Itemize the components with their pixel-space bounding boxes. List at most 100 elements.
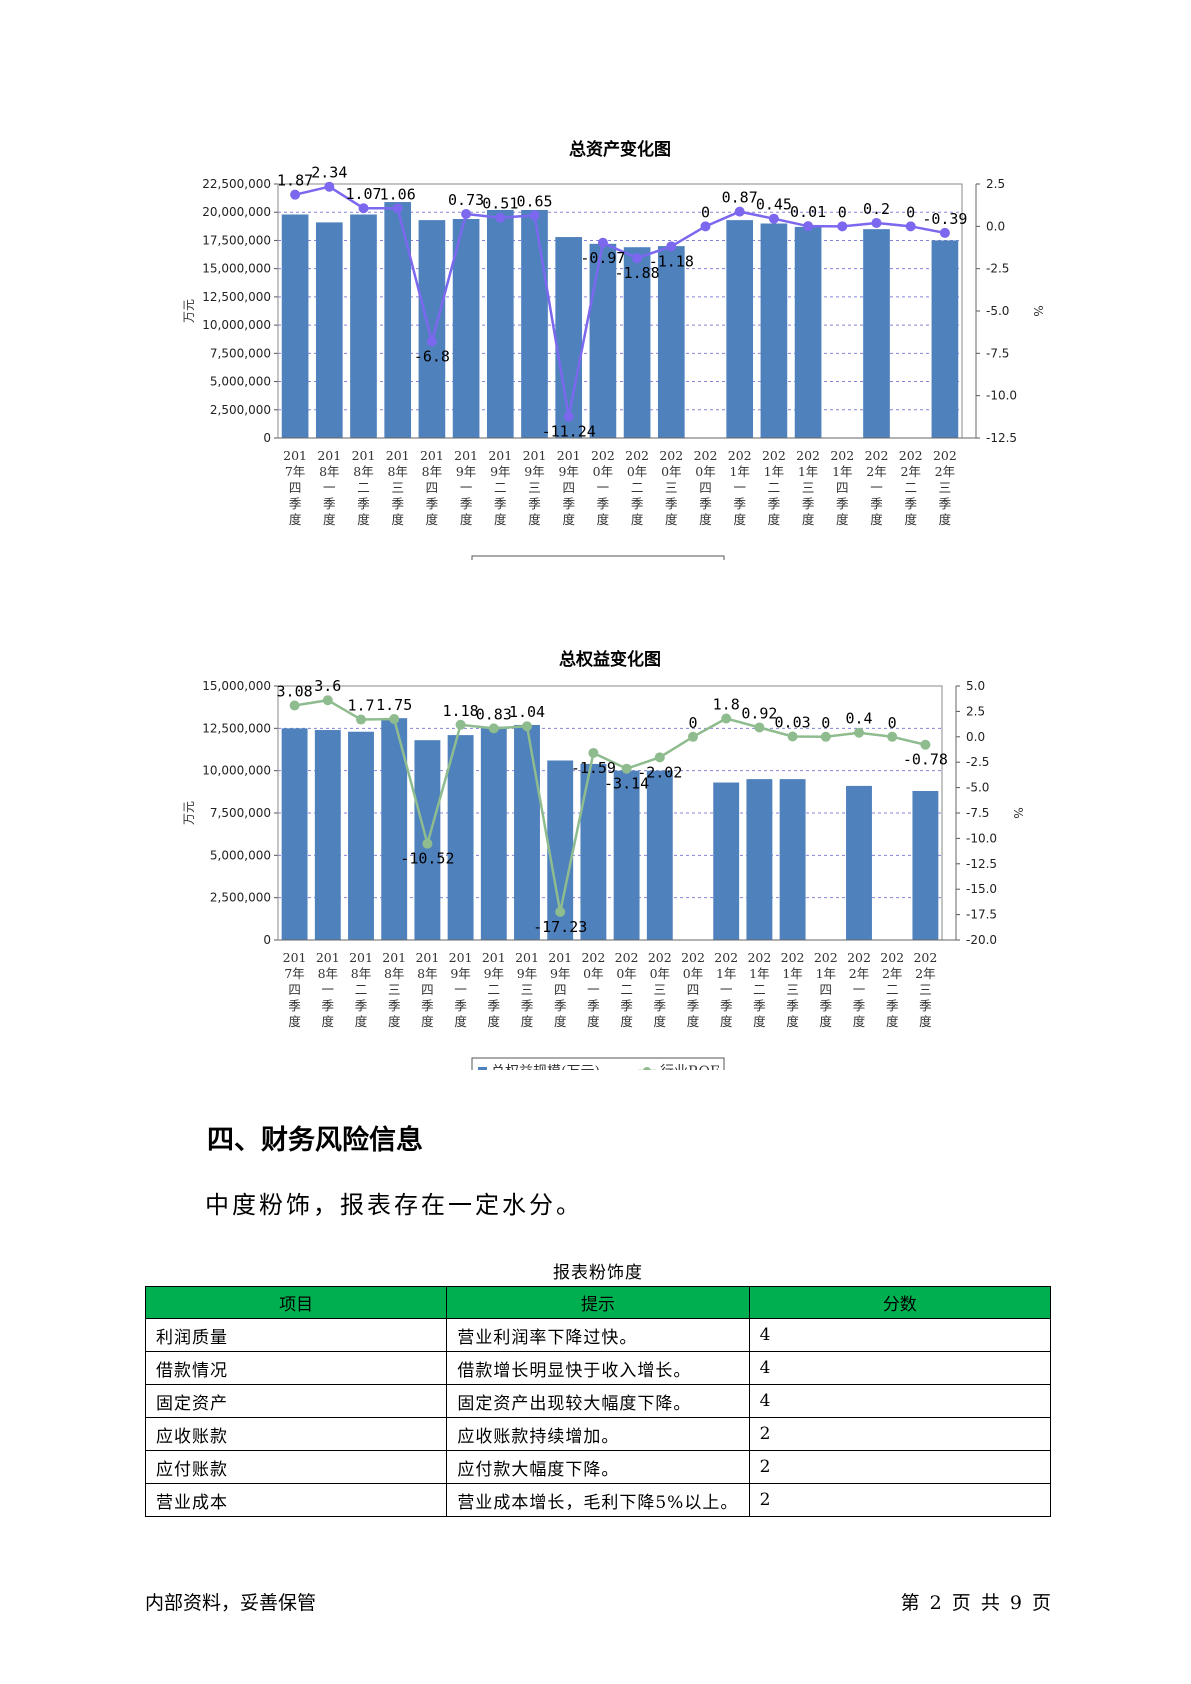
table-caption: 报表粉饰度 [553,1263,643,1283]
legend-bar-swatch [478,1067,487,1070]
row-item: 利润质量 [144,1318,448,1352]
line-point [289,700,300,711]
row-item: 应收账款 [144,1417,448,1451]
bar [746,779,773,940]
bar [314,730,341,940]
footer-page-number: 第 2 页 共 9 页 [900,1592,1051,1614]
legend-box [471,1057,725,1070]
x-tick-label: 201 8年四季度 [420,448,444,527]
y-tick-label: 5,000,000 [210,375,271,389]
series-line [294,185,946,417]
data-label: -3.14 [604,775,649,793]
bar [480,726,507,940]
bar [418,220,446,438]
x-tick-label: 201 7年四季度 [283,448,307,527]
bar [384,202,412,438]
line-point [887,731,898,742]
y2-tick-label: -12.5 [986,431,1017,445]
data-label: 0.87 [722,189,758,207]
x-tick-label: 201 9年二季度 [482,950,506,1029]
y-tick-label: 10,000,000 [202,318,271,332]
line-point [495,212,506,223]
bar [726,220,754,438]
x-tick-label: 201 9年三季度 [515,950,539,1029]
bar [315,222,343,438]
section-summary: 中度粉饰，报表存在一定水分。 [205,1191,583,1219]
data-label: -11.24 [542,423,596,441]
y-tick-label: 0 [263,933,271,947]
row-score: 2 [748,1483,1052,1517]
line-point [688,731,698,742]
data-label: 0.03 [775,713,811,731]
y-tick-label: 20,000,000 [202,205,271,219]
plot-border [277,183,963,439]
x-tick-label: 201 9年四季度 [548,950,572,1029]
row-hint: 应收账款持续增加。 [446,1417,750,1451]
row-hint: 固定资产出现较大幅度下降。 [446,1384,750,1418]
x-tick-label: 201 9年一季度 [454,448,478,527]
row-score: 4 [748,1384,1052,1418]
x-tick-label: 201 8年二季度 [349,950,373,1029]
table-row: 固定资产 固定资产出现较大幅度下降。 4 [144,1384,1052,1418]
data-label: 0.01 [790,203,826,221]
data-label: 2.34 [311,164,347,182]
y-tick-label: 2,500,000 [210,891,271,905]
y2-tick-label: -20.0 [966,933,997,947]
line-point [588,747,599,758]
line-point [721,713,732,724]
data-label: 0.65 [516,192,552,210]
bar [521,209,548,438]
row-hint: 应付款大幅度下降。 [446,1450,750,1484]
data-label: -0.39 [922,210,967,228]
bar [713,782,740,940]
legend-bar-label: 总权益规模(万元) [491,1064,600,1070]
section-heading: 四、财务风险信息 [207,1125,423,1156]
y2-tick-label: -10.0 [986,389,1017,403]
x-tick-label: 202 2年一季度 [865,448,889,527]
y2-tick-label: -2.5 [986,262,1009,276]
bar [486,209,514,438]
x-tick-label: 202 0年三季度 [659,448,683,527]
data-label: 1.06 [380,185,416,203]
header-item: 项目 [144,1286,448,1319]
data-label: -2.02 [637,763,682,781]
x-tick-label: 202 2年三季度 [913,950,937,1029]
data-label: 0 [838,203,847,221]
line-point [522,721,532,732]
data-label: -0.78 [903,751,948,769]
row-score: 4 [748,1318,1052,1352]
bar [646,770,673,940]
data-label: 0.2 [863,200,890,218]
x-tick-label: 202 0年二季度 [625,448,649,527]
y2-tick-label: 2.5 [966,704,985,718]
data-label: -6.8 [414,347,450,365]
bar [514,724,540,940]
line-point [488,723,499,734]
bar [846,785,872,940]
data-label: 0 [688,714,697,732]
x-tick-label: 201 8年三季度 [382,950,406,1029]
row-hint: 营业利润率下降过快。 [446,1318,750,1352]
table-row: 应付账款 应付款大幅度下降。 2 [144,1450,1052,1484]
data-label: -1.18 [649,252,694,270]
y2-tick-label: -5.0 [966,781,989,795]
line-point [290,189,301,200]
x-tick-label: 202 1年二季度 [762,448,786,527]
x-tick-label: 202 2年一季度 [847,950,871,1029]
row-score: 2 [748,1417,1052,1451]
line-point [322,695,333,706]
y-tick-label: 7,500,000 [210,346,271,360]
table-row: 应收账款 应收账款持续增加。 2 [144,1417,1052,1451]
bar [452,218,480,438]
bar [912,790,939,940]
x-tick-label: 202 2年三季度 [933,448,957,527]
bar [623,247,651,438]
line-point [700,221,711,232]
line-point [455,719,466,730]
line-point [555,906,566,917]
row-item: 固定资产 [144,1384,448,1418]
x-tick-label: 201 9年二季度 [488,448,512,527]
row-item: 借款情况 [144,1351,448,1385]
legend-line-marker [643,1067,651,1070]
x-tick-label: 201 9年四季度 [557,448,581,527]
